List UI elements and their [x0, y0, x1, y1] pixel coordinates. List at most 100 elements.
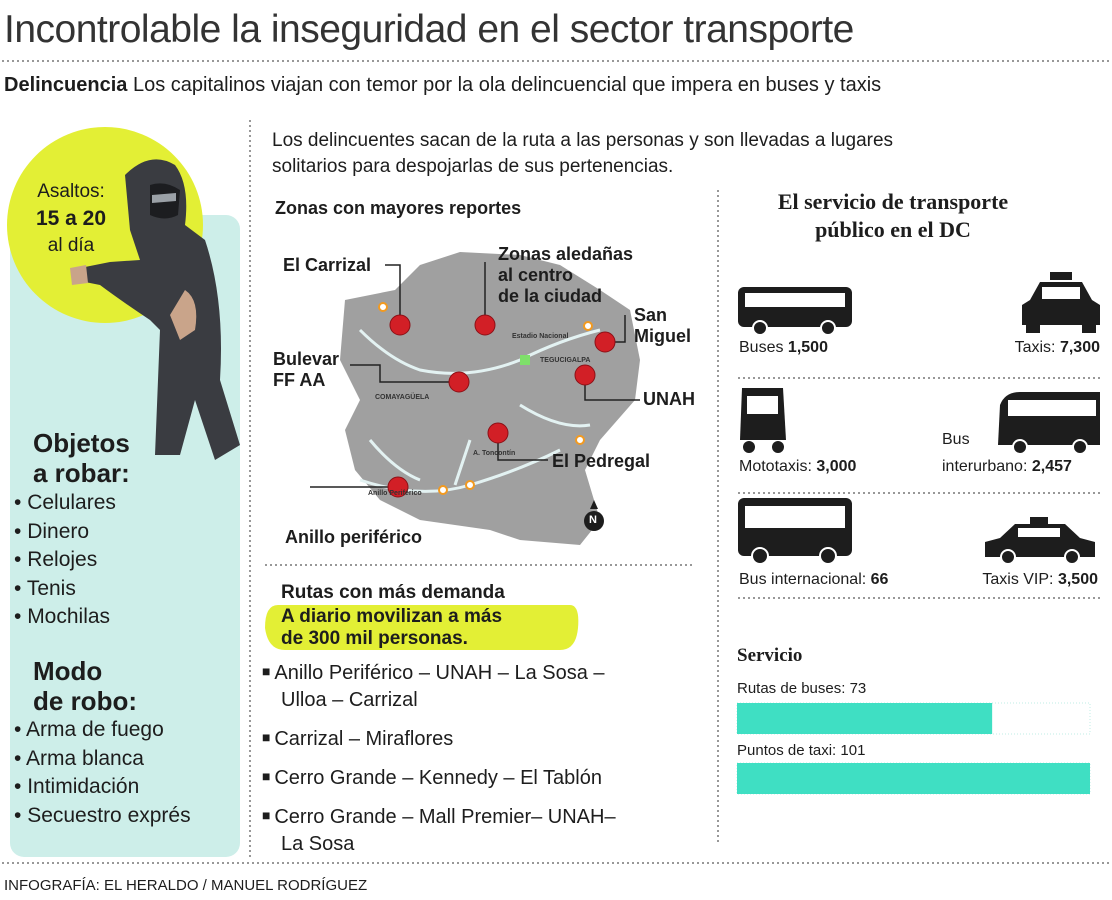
zone-line: San — [634, 305, 668, 325]
zone-label: UNAH — [643, 389, 695, 409]
zone-label: El Carrizal — [283, 255, 372, 275]
vehicle-label: Bus internacional: 66 — [739, 566, 888, 593]
map — [310, 252, 640, 545]
service-label: Rutas de buses: 73 — [737, 680, 866, 697]
route-item: Carrizal – Miraflores — [262, 724, 616, 753]
vehicle-count: 2,457 — [1031, 458, 1072, 475]
intl-bus-icon — [738, 498, 852, 565]
minor-markers — [378, 302, 593, 495]
vehicle-icons — [738, 272, 1100, 565]
zone-label: Anillo periférico — [285, 527, 423, 547]
vehicle-name: interurbano: — [942, 458, 1028, 475]
zone-label: El Pedregal — [552, 451, 651, 471]
routes-list: Anillo Periférico – UNAH – La Sosa – Ullo… — [262, 658, 616, 858]
zone-line: FF AA — [273, 370, 326, 390]
zone-line: de la ciudad — [498, 286, 603, 306]
heading-line: a robar: — [33, 458, 130, 488]
service-value: 101 — [840, 742, 866, 759]
list-item: Dinero — [14, 518, 116, 547]
vehicle-name: Bus internacional: — [739, 571, 867, 588]
leader-lines — [310, 262, 640, 488]
service-bars — [736, 702, 1091, 795]
vehicle-label: Buses 1,500 — [739, 334, 828, 361]
subtitle-text: Los capitalinos viajan con temor por la … — [132, 74, 882, 96]
mototaxi-icon — [740, 388, 786, 453]
bar — [737, 763, 1090, 794]
vehicle-count: 3,500 — [1057, 571, 1098, 588]
intro-line: solitarios para despojarlas de sus perte… — [272, 156, 674, 177]
badge: Asaltos: 15 a 20 al día — [24, 178, 118, 259]
page-title: Incontrolable la inseguridad en el secto… — [4, 8, 854, 51]
vehicle-label: Mototaxis: 3,000 — [739, 453, 856, 480]
heading-line: de robo: — [33, 686, 137, 716]
taxi-icon — [1022, 272, 1100, 333]
list-item: Mochilas — [14, 603, 116, 632]
vehicle-name: Taxis: — [1014, 339, 1056, 356]
zone-line: al centro — [498, 265, 574, 285]
service-title: Servicio — [737, 645, 803, 666]
route-line: Anillo Periférico – UNAH – La Sosa – — [274, 662, 605, 684]
list-item: Tenis — [14, 575, 116, 604]
list-item: Arma blanca — [14, 745, 191, 774]
modes-list: Arma de fuego Arma blanca Intimidación S… — [14, 716, 191, 830]
service-name: Puntos de taxi: — [737, 742, 837, 759]
badge-line: Asaltos: — [37, 181, 105, 202]
route-line: Ulloa – Carrizal — [281, 689, 418, 711]
route-item: Anillo Periférico – UNAH – La Sosa – Ullo… — [262, 658, 616, 714]
vehicle-name: Buses — [739, 339, 784, 356]
intro: Los delincuentes sacan de la ruta a las … — [272, 128, 893, 180]
list-item: Celulares — [14, 489, 116, 518]
north-arrow — [584, 511, 604, 531]
zone-label: San Miguel — [634, 305, 691, 347]
objects-list: Celulares Dinero Relojes Tenis Mochilas — [14, 489, 116, 632]
vehicle-name: Taxis VIP: — [982, 571, 1054, 588]
intro-line: Los delincuentes sacan de la ruta a las … — [272, 130, 894, 151]
badge-line: 15 a 20 — [35, 207, 107, 230]
service-label: Puntos de taxi: 101 — [737, 742, 865, 759]
route-item: Cerro Grande – Kennedy – El Tablón — [262, 763, 616, 792]
list-item: Secuestro exprés — [14, 802, 190, 831]
list-item: Relojes — [14, 546, 116, 575]
place-label: TEGUCIGALPA — [540, 357, 591, 364]
subtitle: Delincuencia Los capitalinos viajan con … — [4, 74, 881, 97]
routes-highlight: A diario movilizan a más de 300 mil perso… — [281, 606, 502, 650]
zone-label: Zonas aledañas al centro de la ciudad — [498, 244, 633, 307]
place-label: Estadio Nacional — [512, 333, 569, 340]
vehicle-label: Bus interurbano: 2,457 — [942, 426, 1072, 480]
service-name: Rutas de buses: — [737, 680, 846, 697]
highlight-band — [265, 605, 579, 650]
vehicle-label: Taxis: 7,300 — [1015, 334, 1100, 361]
zone-line: Bulevar — [273, 349, 340, 369]
vehicle-count: 7,300 — [1059, 339, 1100, 356]
thief-figure — [70, 159, 240, 460]
vehicle-name: Bus — [942, 431, 970, 448]
route-line: Carrizal – Miraflores — [274, 728, 454, 750]
heading-line: Modo — [33, 656, 103, 686]
zone-line: Miguel — [634, 326, 691, 346]
stadium — [520, 355, 530, 365]
vehicle-count: 1,500 — [787, 339, 828, 356]
modes-title: Modo de robo: — [33, 656, 137, 716]
place-label: COMAYAGÜELA — [375, 394, 430, 401]
vehicle-name: Mototaxis: — [739, 458, 812, 475]
map-title: Zonas con mayores reportes — [275, 198, 522, 218]
interurban-bus-icon — [998, 392, 1100, 455]
zone-label: Bulevar FF AA — [273, 349, 339, 391]
highlight-line: A diario movilizan a más — [281, 606, 503, 627]
service-value: 73 — [849, 680, 867, 697]
route-line: Cerro Grande – Mall Premier– UNAH– — [274, 806, 616, 828]
north-label: N — [589, 514, 597, 526]
bar — [737, 703, 993, 734]
route-line: Cerro Grande – Kennedy – El Tablón — [274, 767, 602, 789]
list-item: Arma de fuego — [14, 716, 191, 745]
routes-title: Rutas con más demanda — [281, 582, 505, 603]
title-line: El servicio de transporte — [777, 189, 1009, 214]
route-item: Cerro Grande – Mall Premier– UNAH– La Sos… — [262, 802, 616, 858]
north-arrow — [590, 500, 598, 509]
bus-icon — [738, 287, 852, 336]
markers — [387, 314, 616, 498]
vehicle-count: 3,000 — [816, 458, 857, 475]
vip-taxi-icon — [985, 517, 1095, 565]
